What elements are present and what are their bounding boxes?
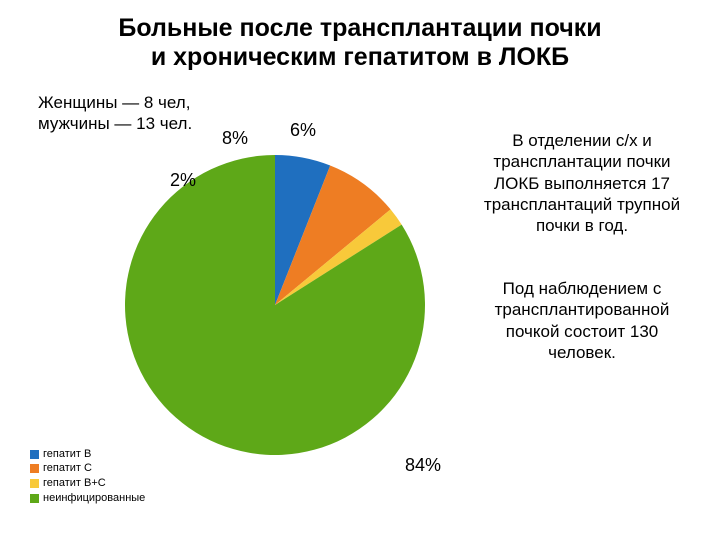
legend-swatch [30,479,39,488]
legend-item: гепатит В [30,447,145,462]
legend-label: неинфицированные [43,491,145,506]
legend-item: гепатит С [30,461,145,476]
legend-swatch [30,494,39,503]
slide: Больные после трансплантации почки и хро… [0,0,720,540]
legend-label: гепатит В+С [43,476,106,491]
pie-slice-label: 6% [290,120,316,141]
legend: гепатит В гепатит С гепатит В+С неинфици… [30,447,145,506]
legend-item: гепатит В+С [30,476,145,491]
pie-slice-label: 2% [170,170,196,191]
legend-label: гепатит В [43,447,91,462]
pie-slice-label: 8% [222,128,248,149]
legend-swatch [30,464,39,473]
legend-item: неинфицированные [30,491,145,506]
legend-label: гепатит С [43,461,92,476]
pie-slice-label: 84% [405,455,441,476]
legend-swatch [30,450,39,459]
